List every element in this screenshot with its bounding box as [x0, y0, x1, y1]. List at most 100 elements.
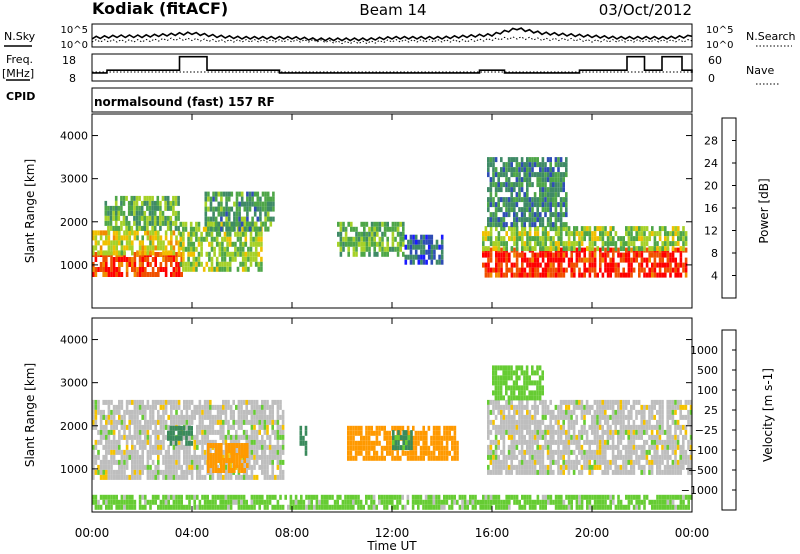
- heatmap-cell: [494, 217, 498, 223]
- heatmap-cell: [177, 272, 181, 277]
- heatmap-cell: [500, 424, 503, 430]
- heatmap-cell: [487, 236, 490, 242]
- heatmap-cell: [684, 504, 688, 510]
- heatmap-cell: [261, 434, 264, 440]
- heatmap-cell: [412, 259, 415, 265]
- heatmap-cell: [492, 241, 495, 247]
- heatmap-cell: [402, 440, 405, 446]
- heatmap-cell: [281, 409, 285, 415]
- heatmap-cell: [213, 221, 216, 227]
- heatmap-cell: [396, 455, 399, 461]
- heatmap-cell: [520, 469, 524, 475]
- heatmap-cell: [518, 177, 521, 183]
- heatmap-cell: [674, 409, 677, 415]
- heatmap-cell: [451, 440, 454, 446]
- heatmap-cell: [347, 236, 350, 242]
- heatmap-cell: [523, 499, 527, 505]
- heatmap-cell: [500, 167, 503, 173]
- heatmap-cell: [354, 425, 358, 431]
- heatmap-cell: [627, 267, 631, 273]
- heatmap-cell: [182, 266, 185, 272]
- heatmap-cell: [214, 221, 218, 227]
- heatmap-cell: [149, 235, 152, 241]
- heatmap-cell: [635, 424, 638, 430]
- heatmap-cell: [640, 419, 643, 425]
- heatmap-cell: [617, 504, 620, 510]
- heatmap-cell: [557, 434, 560, 440]
- heatmap-cell: [201, 464, 204, 470]
- heatmap-cell: [406, 499, 410, 505]
- heatmap-cell: [515, 241, 519, 247]
- heatmap-cell: [643, 494, 646, 500]
- heatmap-cell: [565, 439, 568, 445]
- heatmap-cell: [260, 241, 263, 247]
- heatmap-cell: [146, 419, 150, 425]
- heatmap-cell: [115, 409, 118, 415]
- heatmap-cell: [588, 469, 591, 475]
- heatmap-cell: [611, 414, 615, 420]
- heatmap-cell: [588, 454, 591, 460]
- heatmap-cell: [104, 210, 108, 216]
- heatmap-cell: [630, 434, 633, 440]
- heatmap-cell: [264, 221, 267, 227]
- heatmap-cell: [505, 182, 508, 188]
- heatmap-cell: [363, 251, 366, 257]
- heatmap-cell: [546, 202, 550, 208]
- heatmap-cell: [510, 399, 513, 405]
- heatmap-cell: [151, 257, 155, 262]
- heatmap-cell: [669, 504, 672, 510]
- heatmap-cell: [396, 450, 399, 456]
- heatmap-cell: [238, 201, 241, 207]
- heatmap-cell: [648, 419, 651, 425]
- heatmap-cell: [536, 241, 540, 247]
- heatmap-cell: [562, 162, 565, 168]
- heatmap-cell: [497, 399, 500, 405]
- heatmap-cell: [643, 409, 646, 415]
- heatmap-cell: [162, 459, 165, 465]
- heatmap-cell: [115, 424, 118, 430]
- heatmap-cell: [632, 252, 636, 258]
- heatmap-cell: [562, 252, 566, 258]
- heatmap-cell: [497, 424, 500, 430]
- heatmap-cell: [531, 267, 534, 273]
- heatmap-cell: [198, 454, 202, 460]
- heatmap-cell: [611, 419, 615, 425]
- heatmap-cell: [499, 365, 503, 371]
- heatmap-cell: [222, 409, 225, 415]
- heatmap-cell: [396, 494, 399, 500]
- heatmap-cell: [508, 236, 511, 242]
- colorbar-tick-label: 12: [704, 225, 718, 238]
- heatmap-cell: [227, 419, 230, 425]
- heatmap-cell: [430, 239, 434, 245]
- heatmap-cell: [578, 246, 581, 252]
- heatmap-cell: [494, 222, 498, 228]
- heatmap-cell: [159, 424, 163, 430]
- heatmap-cell: [497, 499, 501, 505]
- heatmap-cell: [246, 206, 249, 212]
- heatmap-cell: [536, 365, 539, 371]
- heatmap-cell: [536, 252, 540, 258]
- heatmap-cell: [526, 404, 529, 410]
- heatmap-cell: [505, 197, 508, 203]
- heatmap-cell: [110, 439, 113, 445]
- heatmap-cell: [349, 435, 353, 441]
- heatmap-cell: [539, 202, 542, 208]
- heatmap-cell: [162, 444, 165, 450]
- heatmap-cell: [131, 245, 134, 251]
- heatmap-cell: [541, 217, 545, 223]
- heatmap-cell: [151, 469, 155, 475]
- heatmap-cell: [414, 499, 417, 505]
- heatmap-cell: [245, 469, 248, 475]
- heatmap-cell: [559, 434, 563, 440]
- heatmap-cell: [578, 252, 581, 258]
- heatmap-cell: [580, 464, 584, 470]
- heatmap-cell: [609, 434, 612, 440]
- heatmap-cell: [104, 200, 108, 206]
- heatmap-cell: [497, 172, 500, 178]
- heatmap-cell: [497, 272, 501, 278]
- heatmap-cell: [546, 157, 550, 163]
- heatmap-cell: [536, 212, 539, 218]
- heatmap-cell: [92, 499, 95, 505]
- heatmap-cell: [492, 370, 495, 376]
- heatmap-cell: [125, 262, 129, 267]
